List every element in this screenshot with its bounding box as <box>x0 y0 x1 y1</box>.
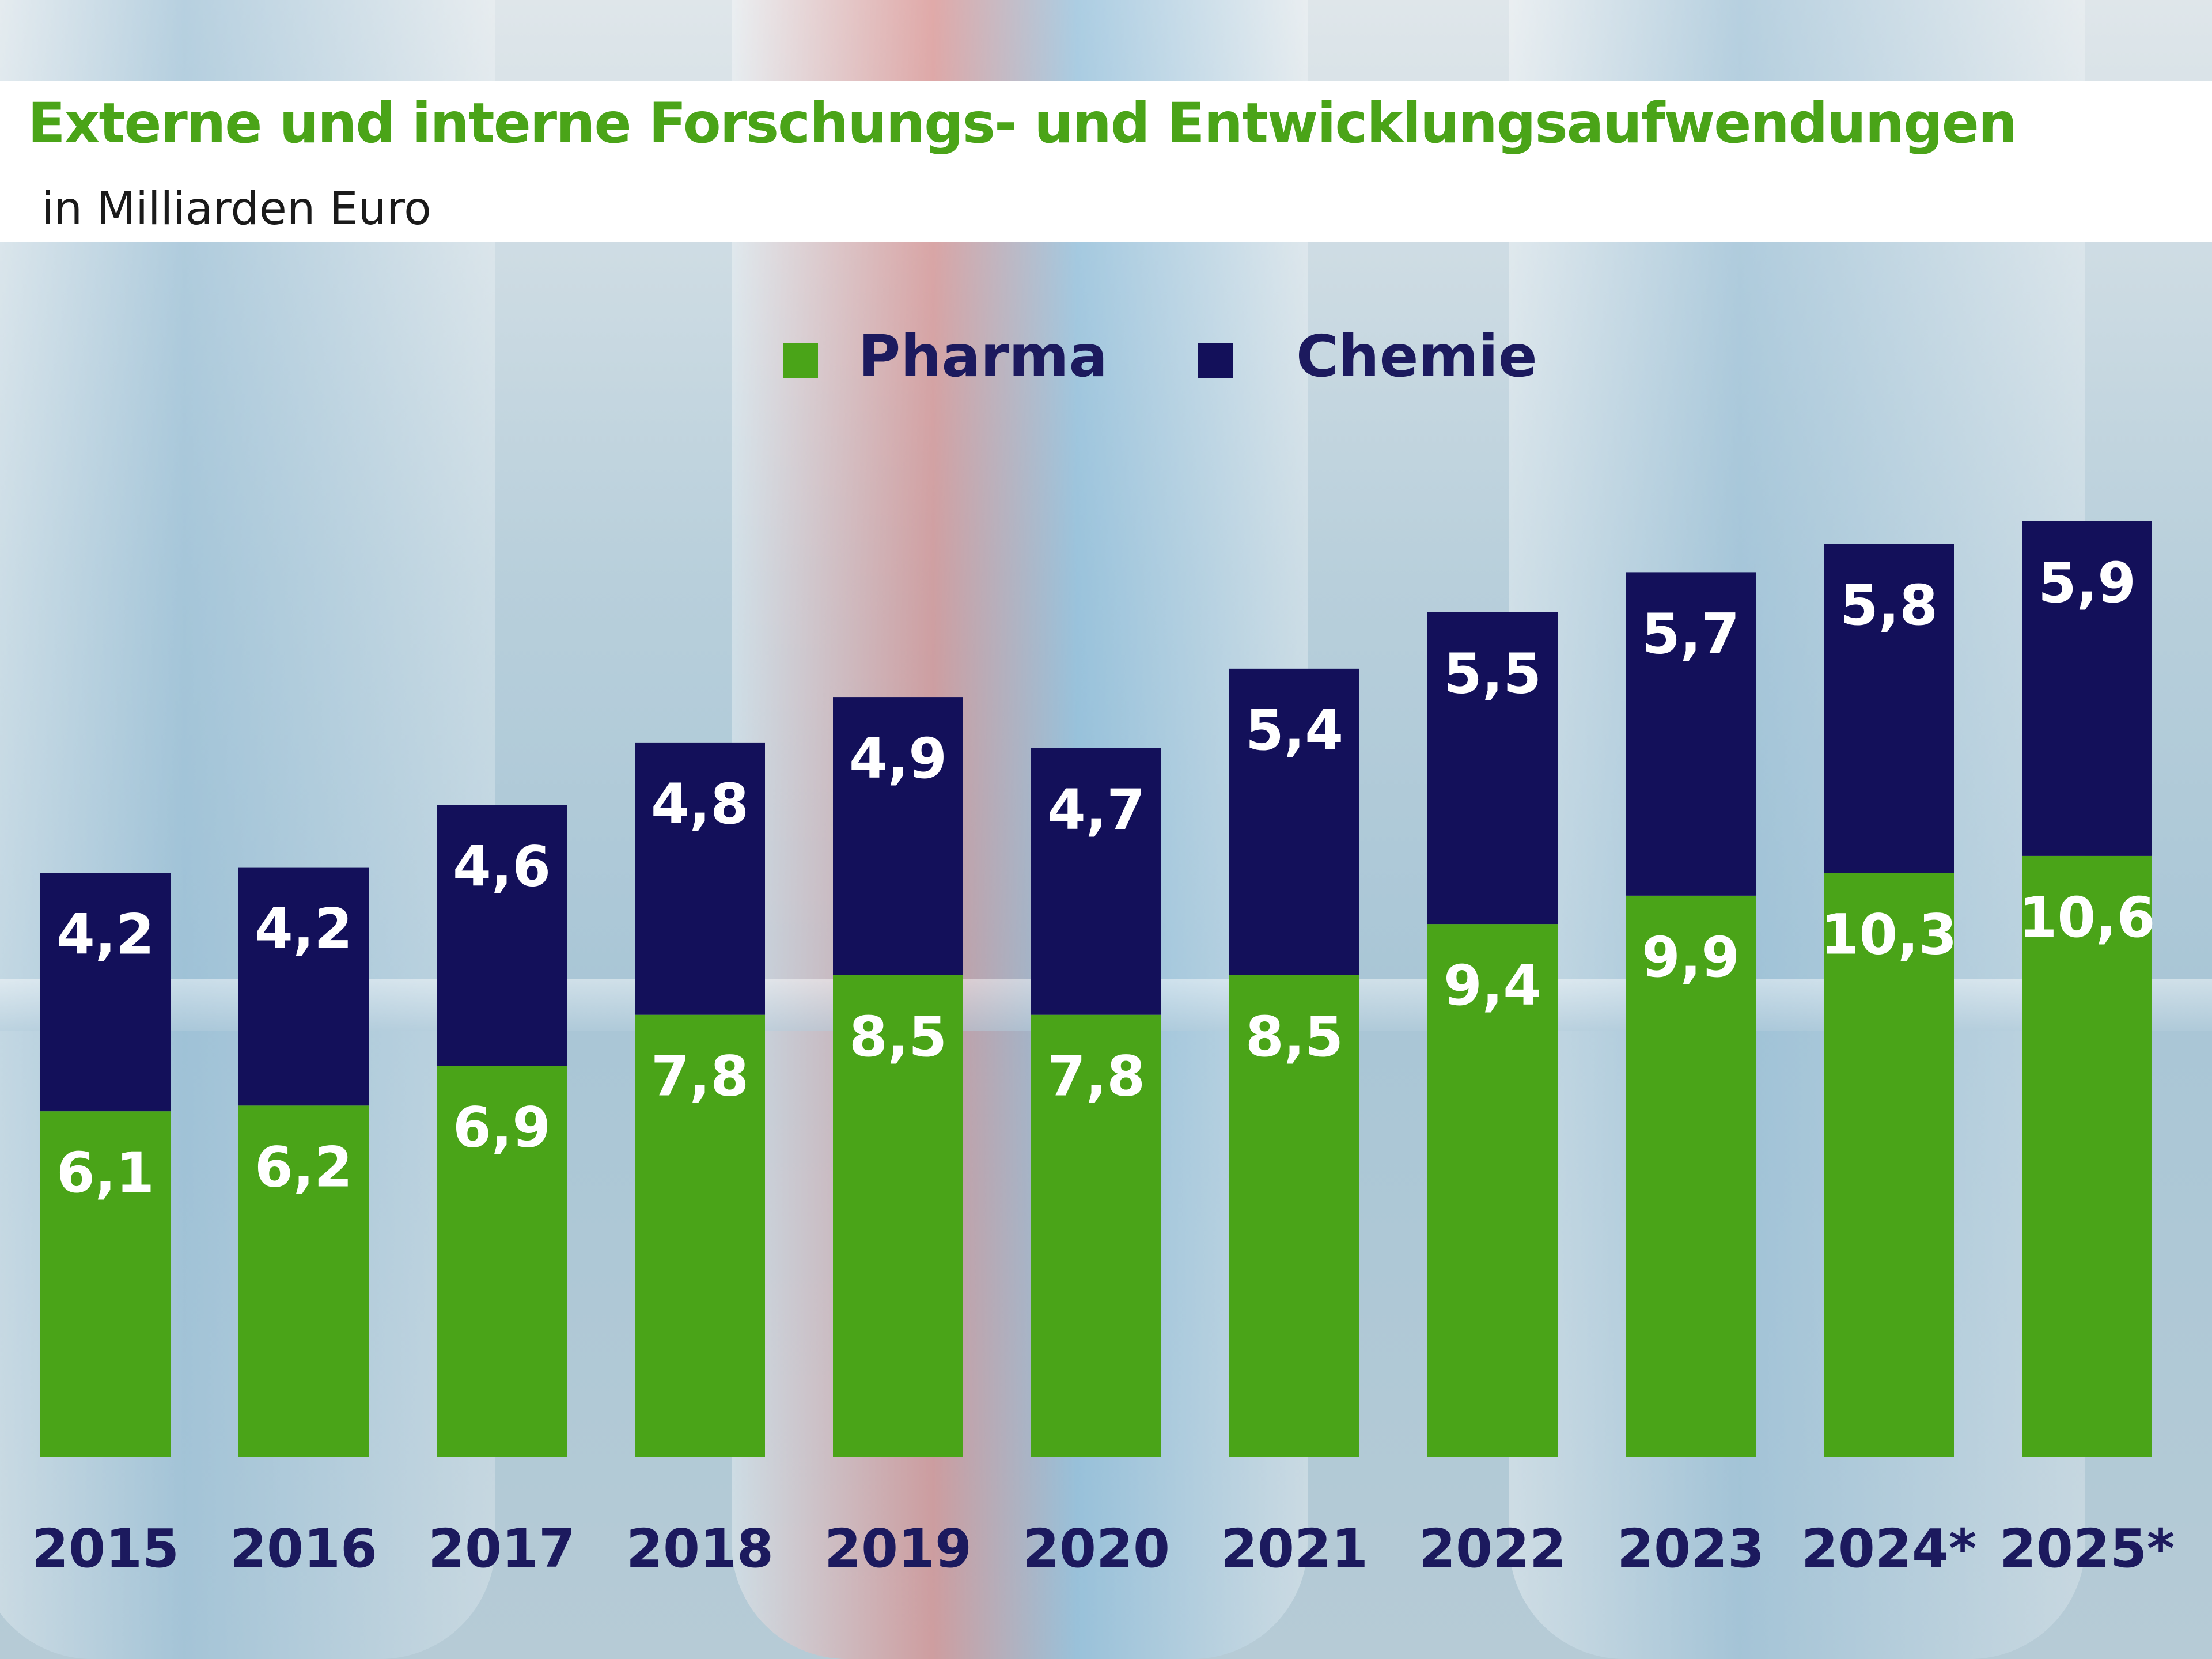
value-label-pharma: 9,4 <box>1444 953 1541 1018</box>
bar-pharma-2021 <box>1229 975 1359 1457</box>
bar-chemie-2024 <box>1824 544 1954 873</box>
bar-chemie-2023 <box>1626 572 1756 896</box>
bar-chemie-2022 <box>1427 612 1558 925</box>
x-tick-label: 2021 <box>1221 1518 1368 1580</box>
legend-label-pharma: Pharma <box>858 323 1108 390</box>
value-label-pharma: 10,6 <box>2019 885 2156 950</box>
x-tick-label: 2020 <box>1022 1518 1170 1580</box>
value-label-chemie: 5,5 <box>1444 641 1541 706</box>
bar-pharma-2017 <box>437 1066 567 1457</box>
value-label-chemie: 5,7 <box>1642 601 1740 666</box>
x-tick-label: 2018 <box>626 1518 774 1580</box>
legend-swatch-pharma <box>783 343 818 378</box>
value-label-pharma: 7,8 <box>651 1044 749 1109</box>
x-tick-label: 2015 <box>32 1518 179 1580</box>
x-tick-label: 2016 <box>230 1518 377 1580</box>
x-tick-label: 2025* <box>1999 1518 2175 1580</box>
bar-chemie-2017 <box>437 805 567 1066</box>
bar-chemie-2025 <box>2022 521 2152 856</box>
value-label-chemie: 5,4 <box>1245 698 1343 763</box>
x-tick-label: 2024* <box>1801 1518 1976 1580</box>
chart-subtitle: in Milliarden Euro <box>41 183 431 235</box>
x-tick-label: 2019 <box>824 1518 972 1580</box>
value-label-chemie: 4,6 <box>453 834 551 899</box>
legend-label-chemie: Chemie <box>1296 323 1537 390</box>
value-label-pharma: 6,9 <box>453 1095 551 1160</box>
value-label-chemie: 5,8 <box>1840 573 1938 638</box>
bar-pharma-2016 <box>238 1105 369 1457</box>
value-label-pharma: 8,5 <box>849 1005 947 1069</box>
value-label-chemie: 5,9 <box>2038 551 2136 615</box>
bar-pharma-2025 <box>2022 855 2152 1457</box>
value-label-pharma: 6,2 <box>255 1135 353 1199</box>
x-tick-label: 2023 <box>1617 1518 1764 1580</box>
test-tube-image <box>732 0 1308 1659</box>
value-label-chemie: 4,2 <box>255 897 353 961</box>
value-label-chemie: 4,9 <box>849 726 947 791</box>
bar-chemie-2015 <box>40 873 171 1112</box>
bar-pharma-2019 <box>833 975 963 1457</box>
bar-pharma-2015 <box>40 1111 171 1457</box>
bar-chemie-2016 <box>238 867 369 1106</box>
legend-swatch-chemie <box>1198 343 1233 378</box>
bar-chemie-2019 <box>833 697 963 975</box>
bar-chemie-2021 <box>1229 668 1359 975</box>
bar-chemie-2018 <box>635 742 765 1015</box>
chart-title: Externe und interne Forschungs- und Entw… <box>28 91 2017 156</box>
x-tick-label: 2017 <box>428 1518 575 1580</box>
value-label-chemie: 4,2 <box>56 902 154 967</box>
value-label-pharma: 10,3 <box>1821 902 1957 967</box>
bar-chemie-2020 <box>1031 748 1161 1015</box>
header-band <box>0 81 2212 242</box>
bar-pharma-2018 <box>635 1014 765 1457</box>
value-label-pharma: 7,8 <box>1047 1044 1145 1109</box>
bar-pharma-2024 <box>1824 873 1954 1457</box>
value-label-pharma: 9,9 <box>1642 925 1740 990</box>
bar-pharma-2023 <box>1626 895 1756 1457</box>
bar-pharma-2020 <box>1031 1014 1161 1457</box>
x-tick-label: 2022 <box>1419 1518 1566 1580</box>
value-label-pharma: 6,1 <box>56 1141 154 1205</box>
value-label-chemie: 4,7 <box>1047 778 1145 842</box>
value-label-chemie: 4,8 <box>651 772 749 836</box>
value-label-pharma: 8,5 <box>1245 1005 1343 1069</box>
test-tube-image <box>1509 0 2085 1659</box>
bar-pharma-2022 <box>1427 924 1558 1457</box>
